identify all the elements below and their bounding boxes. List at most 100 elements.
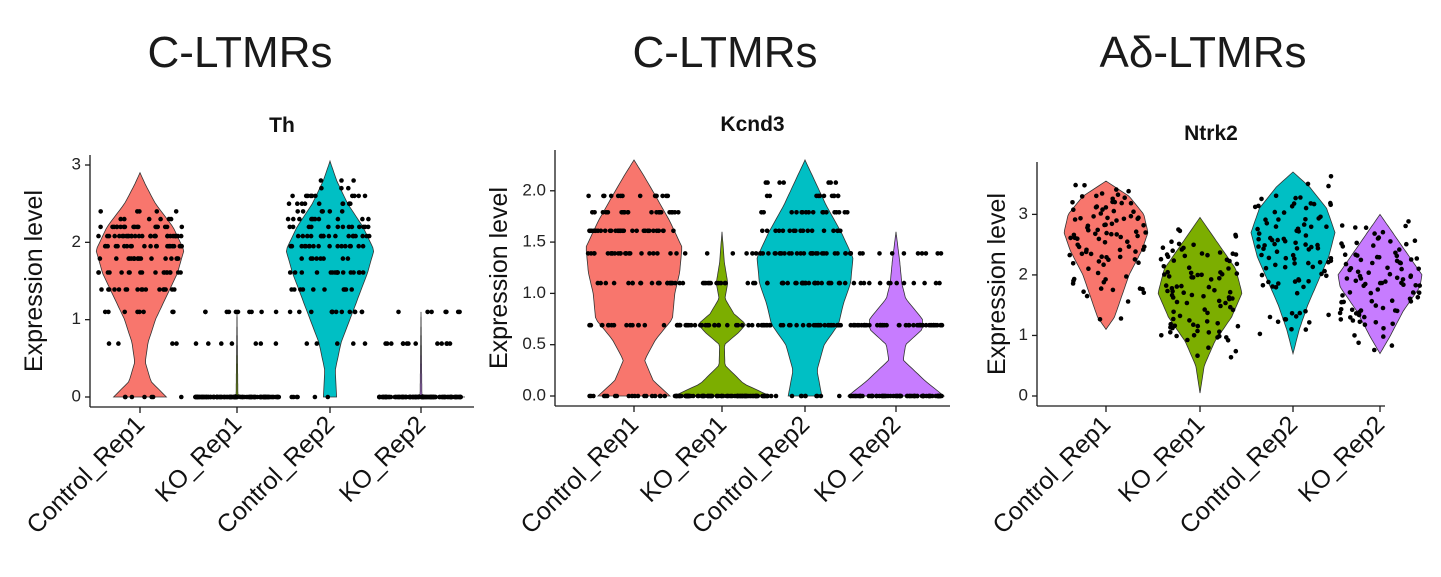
data-point [453, 394, 458, 400]
data-point [1376, 254, 1382, 260]
data-point [649, 393, 655, 399]
data-point [353, 233, 358, 239]
data-point [815, 322, 821, 328]
data-point [106, 309, 111, 315]
data-point [165, 233, 170, 239]
data-point [1205, 252, 1210, 258]
data-point [1226, 266, 1231, 271]
data-point [1169, 286, 1175, 291]
data-point [603, 393, 608, 399]
data-point [1105, 215, 1110, 221]
data-point [1263, 217, 1268, 222]
data-point [766, 251, 771, 256]
data-point [1290, 252, 1296, 258]
data-point [1223, 300, 1228, 306]
data-point [96, 270, 101, 275]
data-point [291, 216, 296, 222]
data-point [325, 394, 331, 400]
data-point [309, 193, 315, 199]
data-point [1125, 299, 1131, 304]
data-point [1373, 320, 1379, 325]
data-point [177, 243, 183, 249]
data-point [833, 180, 839, 185]
data-point [808, 251, 814, 256]
data-point [851, 322, 857, 328]
data-point [435, 341, 440, 346]
data-point [716, 322, 721, 328]
violin-KO_Rep1 [192, 311, 282, 398]
data-point [911, 322, 916, 328]
data-point [803, 280, 808, 286]
data-point [356, 243, 362, 249]
data-point [861, 280, 867, 286]
data-point [132, 256, 137, 261]
data-point [699, 322, 705, 328]
data-point [587, 393, 592, 399]
data-point [1086, 227, 1091, 233]
data-point [793, 228, 798, 234]
data-point [1174, 333, 1179, 339]
data-point [620, 210, 626, 215]
data-point [1252, 204, 1258, 210]
data-point [755, 322, 761, 328]
data-point [780, 322, 786, 328]
data-point [658, 393, 663, 399]
data-point [229, 341, 235, 346]
data-point [1141, 223, 1146, 228]
data-point [1303, 233, 1309, 238]
data-point [665, 280, 670, 286]
data-point [218, 394, 224, 400]
data-point [351, 178, 356, 183]
data-point [894, 280, 899, 286]
data-point [660, 228, 666, 234]
data-point [1177, 313, 1183, 319]
data-point [161, 270, 167, 275]
data-point [383, 341, 388, 346]
data-point [1095, 227, 1100, 233]
data-point [362, 193, 368, 199]
data-point [750, 251, 755, 256]
data-point [393, 394, 399, 400]
data-point [801, 251, 807, 256]
y-axis-label: Expression level [20, 190, 48, 372]
data-point [740, 393, 745, 399]
data-point [651, 228, 656, 234]
data-point [1259, 272, 1265, 278]
data-point [306, 243, 312, 249]
data-point [339, 185, 344, 191]
data-point [777, 251, 783, 256]
data-point [258, 341, 264, 346]
data-point [1091, 214, 1096, 219]
data-point [1195, 328, 1200, 334]
points-KO_Rep2 [376, 309, 464, 400]
data-point [853, 393, 859, 399]
data-point [661, 322, 667, 328]
data-point [1179, 283, 1184, 289]
y-tick-label: 0.0 [522, 385, 546, 404]
y-tick-label: 1 [72, 309, 81, 328]
data-point [1096, 259, 1102, 264]
data-point [275, 394, 281, 400]
data-point [701, 393, 707, 399]
data-point [1169, 292, 1175, 298]
data-point [688, 322, 694, 328]
data-point [352, 193, 357, 199]
data-point [870, 393, 875, 399]
data-point [258, 394, 264, 400]
data-point [888, 280, 893, 286]
data-point [1217, 276, 1222, 281]
data-point [1199, 272, 1204, 278]
data-point [443, 309, 448, 315]
data-point [881, 393, 887, 399]
data-point [123, 394, 128, 400]
data-point [206, 341, 211, 346]
data-point [1343, 261, 1349, 267]
data-point [602, 228, 608, 234]
data-point [1353, 311, 1359, 316]
data-point [606, 322, 611, 328]
data-point [1408, 274, 1413, 280]
data-point [1380, 305, 1386, 311]
data-point [603, 210, 609, 215]
data-point [773, 393, 779, 399]
data-point [311, 287, 316, 292]
